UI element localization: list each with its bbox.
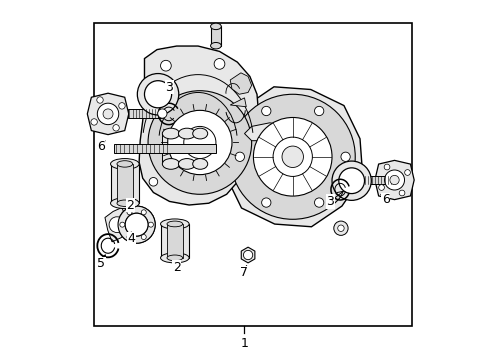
Circle shape: [97, 97, 103, 103]
Ellipse shape: [166, 221, 183, 227]
Ellipse shape: [210, 23, 221, 30]
Circle shape: [109, 217, 124, 233]
Circle shape: [119, 103, 125, 109]
Circle shape: [404, 170, 409, 175]
Bar: [117, 164, 132, 203]
Text: 3: 3: [165, 81, 173, 94]
Circle shape: [148, 222, 153, 227]
Polygon shape: [105, 207, 129, 242]
Circle shape: [389, 175, 398, 185]
Circle shape: [125, 213, 148, 236]
Text: 2: 2: [126, 198, 134, 212]
Circle shape: [127, 210, 132, 215]
Ellipse shape: [110, 158, 139, 169]
Text: 1: 1: [240, 337, 248, 350]
Text: 7: 7: [239, 266, 247, 279]
Ellipse shape: [166, 255, 183, 261]
Circle shape: [214, 59, 224, 69]
Circle shape: [91, 119, 97, 125]
Circle shape: [160, 60, 171, 71]
Circle shape: [337, 225, 344, 231]
Circle shape: [113, 125, 119, 131]
Bar: [94, 23, 411, 327]
Circle shape: [282, 146, 303, 167]
Ellipse shape: [117, 161, 132, 167]
Circle shape: [314, 198, 323, 207]
Circle shape: [137, 73, 179, 115]
Ellipse shape: [192, 158, 207, 169]
Text: 6: 6: [97, 140, 104, 153]
Bar: [192, 134, 207, 164]
Polygon shape: [374, 160, 413, 200]
Circle shape: [141, 210, 146, 215]
Polygon shape: [230, 98, 246, 107]
Circle shape: [235, 152, 244, 161]
Bar: [128, 109, 162, 118]
Bar: [114, 144, 216, 153]
Circle shape: [127, 234, 132, 239]
Ellipse shape: [162, 158, 179, 169]
Circle shape: [261, 106, 270, 116]
Circle shape: [340, 152, 349, 161]
Circle shape: [103, 109, 113, 119]
Ellipse shape: [210, 42, 221, 49]
Text: 5: 5: [97, 257, 105, 270]
Ellipse shape: [110, 198, 139, 208]
Ellipse shape: [160, 253, 189, 263]
Text: 3: 3: [325, 195, 333, 208]
Circle shape: [378, 185, 384, 190]
Polygon shape: [223, 87, 362, 227]
Ellipse shape: [160, 219, 189, 229]
Circle shape: [148, 91, 251, 194]
Circle shape: [157, 109, 166, 118]
Circle shape: [118, 206, 155, 243]
Polygon shape: [230, 73, 251, 94]
Circle shape: [141, 234, 146, 239]
Circle shape: [384, 170, 404, 190]
Circle shape: [243, 250, 252, 260]
Bar: [211, 26, 220, 46]
Circle shape: [120, 222, 124, 227]
Bar: [160, 224, 189, 258]
Circle shape: [398, 190, 404, 196]
Ellipse shape: [162, 128, 179, 139]
Ellipse shape: [192, 128, 207, 139]
Bar: [364, 176, 394, 184]
Ellipse shape: [178, 158, 195, 169]
Circle shape: [149, 177, 157, 186]
Circle shape: [331, 161, 370, 201]
Circle shape: [118, 206, 155, 243]
Circle shape: [183, 126, 216, 158]
Circle shape: [230, 94, 354, 219]
Circle shape: [167, 111, 231, 175]
Bar: [178, 134, 195, 164]
Polygon shape: [244, 123, 285, 141]
Bar: [166, 224, 183, 258]
Circle shape: [253, 117, 331, 196]
Bar: [110, 164, 139, 203]
Bar: [162, 134, 179, 164]
Circle shape: [333, 221, 347, 235]
Circle shape: [314, 106, 323, 116]
Circle shape: [125, 213, 148, 236]
Ellipse shape: [117, 200, 132, 206]
Circle shape: [97, 103, 119, 125]
Circle shape: [272, 137, 312, 176]
Circle shape: [261, 198, 270, 207]
Circle shape: [338, 168, 364, 194]
Polygon shape: [139, 46, 258, 205]
Circle shape: [144, 81, 171, 108]
Text: 6: 6: [381, 193, 389, 206]
Circle shape: [149, 95, 157, 104]
Circle shape: [384, 164, 389, 170]
Text: 2: 2: [172, 261, 180, 274]
Ellipse shape: [178, 128, 195, 139]
Polygon shape: [241, 247, 254, 263]
Text: 4: 4: [127, 233, 135, 246]
Polygon shape: [87, 93, 128, 135]
